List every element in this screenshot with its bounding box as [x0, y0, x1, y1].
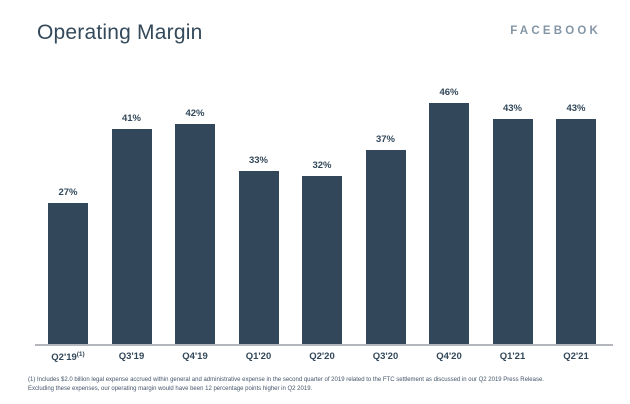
bar-value-label: 43% [566, 103, 586, 114]
x-axis-label: Q4'19 [175, 351, 215, 363]
x-axis-label-text: Q4'20 [436, 351, 462, 362]
bar-group: 46% [429, 84, 469, 344]
bar-group: 42% [175, 84, 215, 344]
bar-value-label: 43% [502, 103, 522, 114]
footnote-marker: (1) [76, 351, 85, 358]
x-axis-label-text: Q2'20 [309, 351, 335, 362]
footnote-line-2: Excluding these expenses, our operating … [28, 386, 313, 393]
bar-group: 33% [238, 84, 279, 344]
x-axis-label: Q4'20 [429, 351, 469, 363]
x-axis-label-text: Q2'19 [51, 352, 77, 364]
bar [365, 150, 406, 344]
x-axis-label-text: Q3'20 [372, 351, 399, 362]
x-axis-label: Q3'20 [366, 351, 406, 363]
bar [48, 203, 88, 344]
bar [175, 124, 215, 344]
footnote: (1) Includes $2.0 billion legal expense … [28, 376, 618, 395]
bar-group: 32% [302, 84, 342, 344]
x-axis-label: Q1'21 [493, 351, 533, 363]
bar-group: 43% [492, 84, 533, 344]
bar [429, 103, 469, 344]
bar [492, 119, 533, 344]
x-axis-label-text: Q2'21 [563, 351, 589, 362]
bar [238, 171, 279, 344]
x-axis-label-text: Q3'19 [118, 351, 145, 362]
bar-group: 43% [556, 84, 596, 344]
bar-value-label: 27% [58, 187, 78, 198]
x-axis-label: Q1'20 [239, 351, 279, 363]
x-axis-label: Q3'19 [112, 351, 152, 363]
x-axis-label: Q2'19(1) [48, 351, 88, 363]
bar-value-label: 37% [375, 134, 395, 145]
footnote-line-1: (1) Includes $2.0 billion legal expense … [28, 377, 544, 383]
bar-value-label: 41% [121, 113, 141, 124]
bar-group: 41% [111, 84, 152, 344]
operating-margin-chart: 27% 41% 42% 33% 32% 37% 46% 43% 43% [35, 84, 613, 346]
bar-value-label: 33% [248, 155, 268, 166]
x-axis-label: Q2'20 [302, 351, 342, 363]
facebook-wordmark: FACEBOOK [510, 25, 601, 37]
x-axis-label-text: Q1'20 [245, 351, 272, 362]
bar-value-label: 42% [185, 108, 205, 119]
bar-series: 27% 41% 42% 33% 32% 37% 46% 43% 43% [35, 84, 613, 344]
bar-group: 37% [365, 84, 406, 344]
page-title: Operating Margin [37, 21, 203, 44]
bar [111, 129, 152, 344]
x-axis-label: Q2'21 [556, 351, 596, 363]
bar-value-label: 32% [312, 160, 332, 171]
bar [302, 176, 342, 344]
bar [556, 119, 596, 344]
bar-group: 27% [48, 84, 88, 344]
bar-value-label: 46% [439, 87, 459, 98]
x-axis-label-text: Q4'19 [182, 351, 208, 362]
x-axis-labels: Q2'19(1) Q3'19 Q4'19 Q1'20 Q2'20 Q3'20 Q4'20 Q1… [35, 351, 626, 363]
x-axis-label-text: Q1'21 [499, 351, 526, 362]
